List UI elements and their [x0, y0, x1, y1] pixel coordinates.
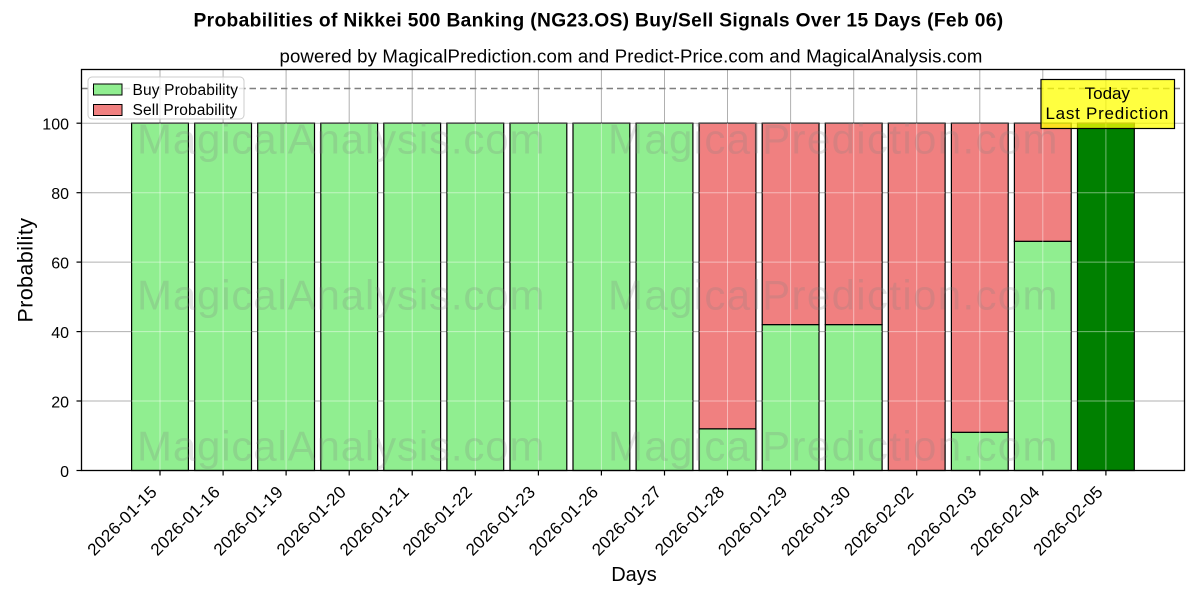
svg-text:60: 60 [51, 256, 69, 273]
svg-text:Probability: Probability [14, 218, 38, 323]
svg-text:Today: Today [1085, 84, 1131, 103]
svg-text:MagicalPrediction.com: MagicalPrediction.com [608, 423, 1059, 470]
svg-text:0: 0 [60, 464, 69, 481]
svg-text:MagicalAnalysis.com: MagicalAnalysis.com [137, 272, 545, 319]
svg-text:MagicalPrediction.com: MagicalPrediction.com [608, 272, 1059, 319]
svg-text:Buy Probability: Buy Probability [133, 82, 239, 99]
svg-text:Probabilities of Nikkei 500 Ba: Probabilities of Nikkei 500 Banking (NG2… [194, 10, 1004, 31]
svg-text:20: 20 [51, 395, 69, 412]
svg-text:Days: Days [611, 564, 657, 586]
svg-text:80: 80 [51, 186, 69, 203]
svg-text:Sell Probability: Sell Probability [133, 102, 238, 119]
svg-text:Last Prediction: Last Prediction [1045, 104, 1169, 123]
svg-text:MagicalAnalysis.com: MagicalAnalysis.com [137, 423, 545, 470]
svg-text:MagicalPrediction.com: MagicalPrediction.com [608, 116, 1059, 163]
svg-text:MagicalAnalysis.com: MagicalAnalysis.com [137, 116, 545, 163]
svg-text:powered by MagicalPrediction.c: powered by MagicalPrediction.com and Pre… [279, 46, 982, 67]
svg-text:40: 40 [51, 325, 69, 342]
svg-text:100: 100 [42, 117, 69, 134]
